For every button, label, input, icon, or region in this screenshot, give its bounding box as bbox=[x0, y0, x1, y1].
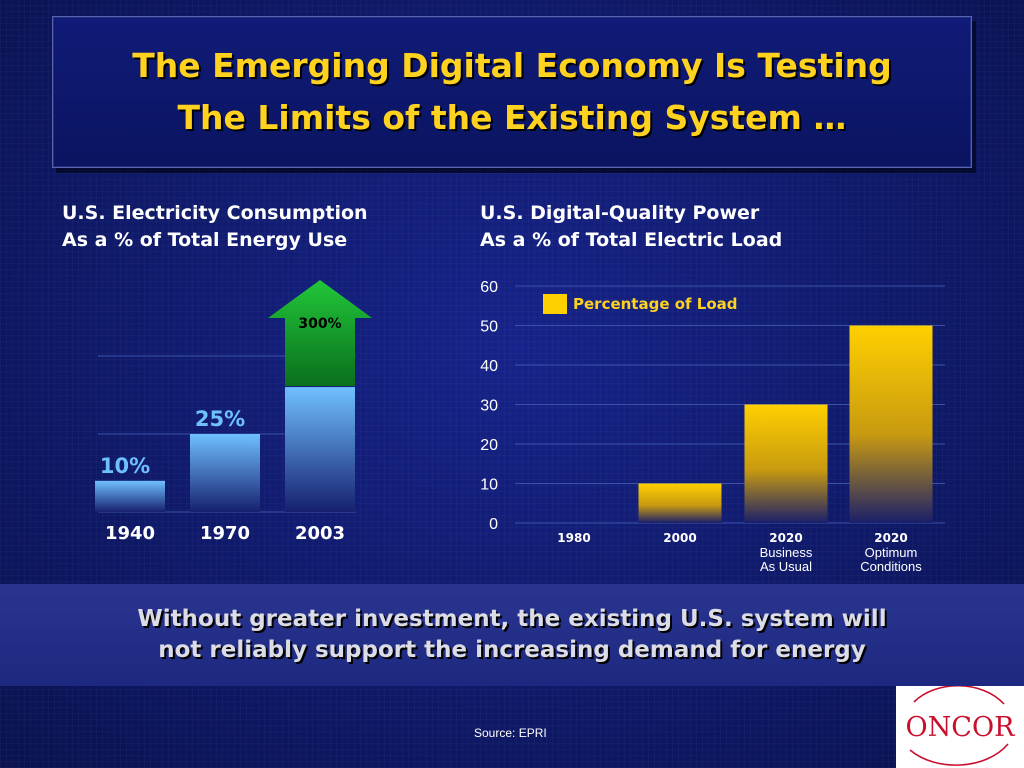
right-category-label: 2020 bbox=[874, 531, 907, 545]
left-chart-title: U.S. Electricity Consumption As a % of T… bbox=[62, 200, 368, 254]
right-category-sublabel: Optimum bbox=[865, 545, 918, 560]
right-y-tick-label: 60 bbox=[480, 279, 498, 296]
left-category-label: 1970 bbox=[200, 523, 250, 544]
right-category-sublabel: Business bbox=[760, 545, 813, 560]
conclusion-line-1: Without greater investment, the existing… bbox=[137, 606, 887, 632]
logo-arc-bottom bbox=[909, 743, 1009, 766]
right-chart-title-line-2: As a % of Total Electric Load bbox=[480, 229, 783, 251]
logo-wordmark: ONCOR bbox=[906, 712, 1016, 743]
right-y-tick-label: 0 bbox=[489, 516, 498, 533]
right-bar bbox=[638, 483, 722, 523]
right-category-label: 2020 bbox=[769, 531, 802, 545]
right-y-tick-label: 20 bbox=[480, 437, 498, 454]
left-category-label: 1940 bbox=[105, 523, 155, 544]
right-chart-title-line-1: U.S. Digital-Quality Power bbox=[480, 202, 760, 224]
right-category-label: 2000 bbox=[663, 531, 696, 545]
right-y-tick-label: 10 bbox=[480, 477, 498, 494]
left-category-label: 2003 bbox=[295, 523, 345, 544]
left-chart-title-line-2: As a % of Total Energy Use bbox=[62, 229, 348, 251]
right-chart-title: U.S. Digital-Quality Power As a % of Tot… bbox=[480, 200, 782, 254]
slide-title: The Emerging Digital Economy Is Testing … bbox=[132, 40, 892, 144]
left-bar bbox=[95, 480, 165, 512]
legend-swatch bbox=[543, 294, 567, 314]
right-category-sublabel: Conditions bbox=[860, 559, 922, 574]
oncor-logo: ONCOR bbox=[896, 686, 1024, 768]
right-y-tick-label: 40 bbox=[480, 358, 498, 375]
left-chart-title-line-1: U.S. Electricity Consumption bbox=[62, 202, 368, 224]
right-y-tick-label: 30 bbox=[480, 398, 498, 415]
growth-annotation: 300% bbox=[298, 316, 341, 332]
left-bar-front bbox=[285, 387, 355, 512]
right-bar bbox=[849, 325, 933, 523]
left-bar-value-label: 25% bbox=[195, 407, 245, 431]
title-box: The Emerging Digital Economy Is Testing … bbox=[52, 16, 972, 168]
logo-arc-top bbox=[913, 686, 1005, 705]
conclusion-text: Without greater investment, the existing… bbox=[137, 604, 886, 666]
legend-label: Percentage of Load bbox=[573, 295, 738, 313]
right-bar bbox=[744, 404, 828, 523]
growth-arrow-icon bbox=[268, 280, 372, 386]
conclusion-line-2: not reliably support the increasing dema… bbox=[158, 637, 866, 663]
source-note: Source: EPRI bbox=[474, 726, 547, 740]
right-y-tick-label: 50 bbox=[480, 319, 498, 336]
left-bar-value-label: 10% bbox=[100, 454, 150, 478]
right-category-sublabel: As Usual bbox=[760, 559, 812, 574]
title-line-2: The Limits of the Existing System … bbox=[177, 98, 847, 137]
title-line-1: The Emerging Digital Economy Is Testing bbox=[132, 46, 892, 85]
right-category-label: 1980 bbox=[557, 531, 590, 545]
oncor-logo-graphic: ONCOR bbox=[906, 686, 1016, 766]
left-bar bbox=[190, 434, 260, 512]
conclusion-band: Without greater investment, the existing… bbox=[0, 584, 1024, 686]
